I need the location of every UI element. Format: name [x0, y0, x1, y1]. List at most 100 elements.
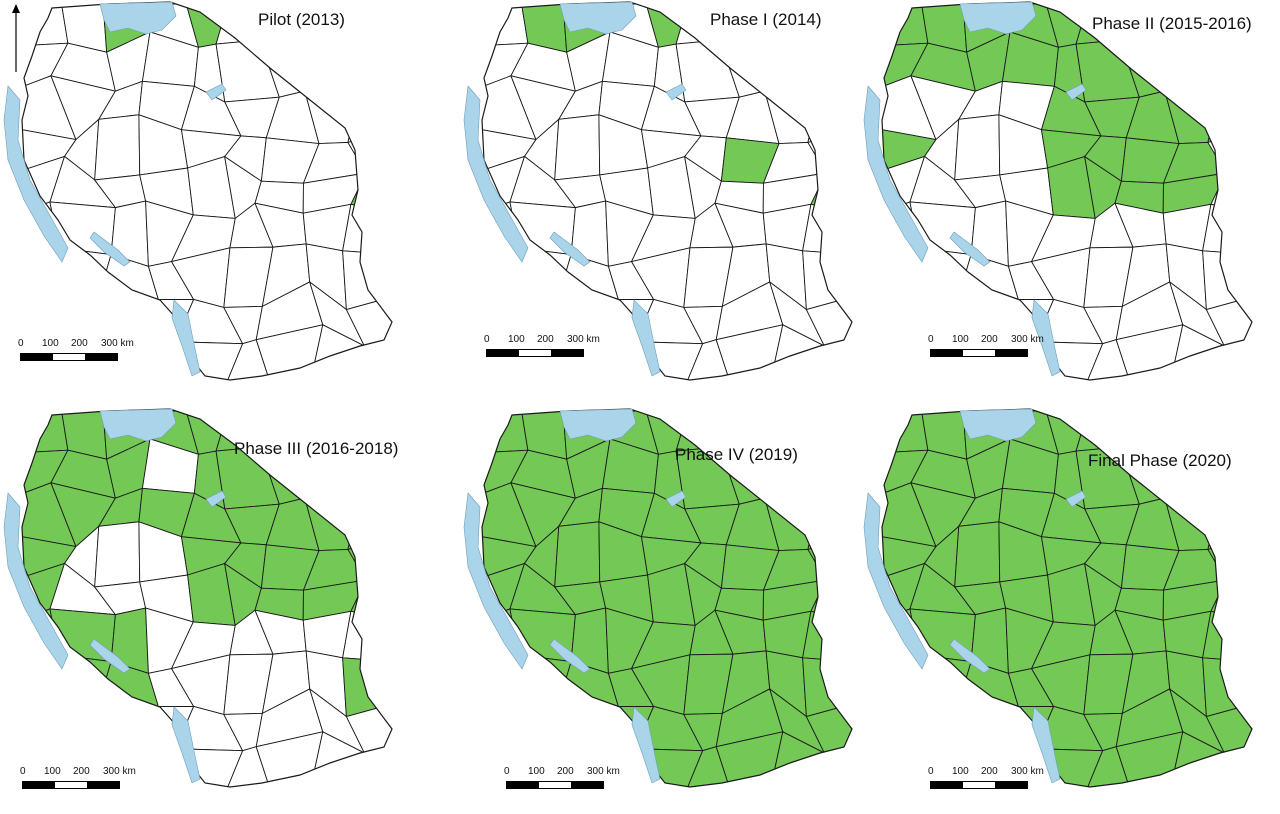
- district-region: [94, 114, 141, 181]
- district-region: [338, 38, 392, 94]
- lake-rukwa: [549, 231, 591, 267]
- district-region: [96, 706, 159, 760]
- country-outline: [481, 1, 853, 381]
- district-region: [1164, 38, 1220, 94]
- lake-tanganyika: [863, 492, 929, 670]
- lake-tanganyika: [463, 492, 529, 670]
- district-region: [227, 339, 270, 380]
- district-region: [764, 38, 820, 94]
- district-region: [767, 410, 814, 451]
- district-region: [1198, 38, 1252, 94]
- district-region: [22, 702, 60, 746]
- scale-bar: 0 100 200 300 km: [20, 766, 136, 792]
- district-region: [802, 250, 852, 311]
- district-region: [304, 38, 360, 94]
- lake-victoria: [559, 1, 637, 35]
- country-outline: [881, 408, 1253, 788]
- map-layer: [463, 1, 853, 381]
- tanzania-map: [3, 408, 393, 788]
- lake-small: [205, 490, 227, 508]
- district-region: [482, 702, 520, 746]
- lake-small: [665, 83, 687, 101]
- tanzania-map: [463, 408, 853, 788]
- map-layer: [863, 408, 1253, 788]
- country-outline: [481, 408, 853, 788]
- district-region: [1075, 410, 1130, 452]
- district-region: [1207, 494, 1252, 551]
- lake-victoria: [99, 1, 177, 35]
- district-region: [807, 87, 852, 144]
- district-region: [882, 702, 920, 746]
- lake-nyasa: [631, 706, 661, 784]
- map-panel-pilot: Pilot (2013) 0 100 200 300 km: [0, 0, 426, 407]
- lake-victoria: [559, 408, 637, 442]
- lake-nyasa: [1031, 299, 1061, 377]
- district-region: [954, 521, 1001, 588]
- district-region: [1202, 657, 1252, 718]
- district-region: [1087, 746, 1130, 787]
- scale-bar: 0 100 200 300 km: [504, 766, 620, 792]
- district-region: [687, 339, 730, 380]
- district-region: [22, 247, 60, 309]
- district-region: [556, 706, 619, 760]
- lake-tanganyika: [863, 85, 929, 263]
- lake-small: [1065, 83, 1087, 101]
- lake-victoria: [959, 408, 1037, 442]
- district-region: [227, 746, 270, 787]
- district-region: [915, 247, 972, 309]
- scale-bar: 0 100 200 300 km: [928, 766, 1044, 792]
- district-region: [802, 203, 852, 256]
- lake-small: [205, 83, 227, 101]
- district-region: [954, 114, 1001, 181]
- lake-rukwa: [549, 638, 591, 674]
- lake-rukwa: [89, 638, 131, 674]
- district-region: [515, 654, 572, 716]
- tanzania-map: [863, 1, 1253, 381]
- district-region: [482, 654, 520, 716]
- district-region: [342, 610, 392, 663]
- north-arrow-icon: [12, 4, 20, 72]
- tanzania-map: [463, 1, 853, 381]
- lake-rukwa: [949, 638, 991, 674]
- district-region: [882, 295, 920, 339]
- district-region: [55, 708, 114, 760]
- district-region: [22, 654, 60, 716]
- lake-nyasa: [1031, 706, 1061, 784]
- district-region: [687, 746, 730, 787]
- map-layer: [463, 408, 853, 788]
- lake-victoria: [99, 408, 177, 442]
- map-panel-phase-4: Phase IV (2019) 0 100 200 300 km: [460, 407, 886, 814]
- district-region: [915, 708, 974, 760]
- lake-nyasa: [631, 299, 661, 377]
- district-region: [798, 410, 852, 454]
- district-region: [338, 3, 392, 47]
- scale-bar: 0 100 200 300 km: [928, 334, 1044, 360]
- district-region: [882, 654, 920, 716]
- lake-tanganyika: [463, 85, 529, 263]
- lake-rukwa: [949, 231, 991, 267]
- scale-bar: 0 100 200 300 km: [484, 334, 600, 360]
- district-region: [1207, 87, 1252, 144]
- district-region: [482, 247, 520, 309]
- map-title: Pilot (2013): [258, 10, 345, 29]
- district-region: [515, 708, 574, 760]
- district-region: [342, 657, 392, 718]
- district-region: [482, 295, 520, 339]
- map-layer: [3, 1, 393, 381]
- scale-bar: 0 100 200 300 km: [18, 338, 134, 364]
- district-region: [807, 494, 852, 551]
- country-outline: [21, 1, 393, 381]
- district-region: [347, 494, 392, 551]
- lake-nyasa: [171, 299, 201, 377]
- district-region: [22, 295, 60, 339]
- district-region: [719, 410, 772, 451]
- district-region: [1202, 610, 1252, 663]
- district-region: [342, 203, 392, 256]
- lake-nyasa: [171, 706, 201, 784]
- district-region: [1167, 410, 1214, 451]
- map-title: Phase IV (2019): [675, 445, 798, 464]
- district-region: [882, 736, 923, 787]
- district-region: [882, 329, 923, 380]
- district-region: [1119, 410, 1172, 451]
- district-region: [1198, 410, 1252, 454]
